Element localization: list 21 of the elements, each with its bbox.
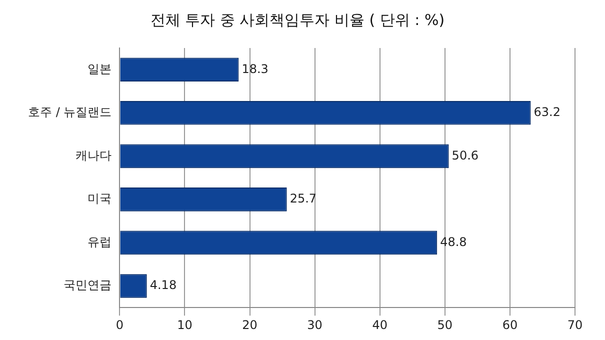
data-label: 18.3 (242, 62, 268, 76)
y-tick-label: 국민연금 (64, 278, 112, 292)
data-label: 4.18 (150, 278, 177, 292)
y-tick-label: 캐나다 (76, 148, 112, 162)
data-label: 63.2 (534, 105, 560, 120)
x-tick-label: 0 (116, 318, 124, 332)
x-tick-label: 30 (307, 318, 322, 332)
y-tick-label: 일본 (88, 62, 112, 76)
data-label: 25.7 (290, 192, 317, 206)
x-tick-label: 70 (567, 318, 583, 332)
x-tick-label: 40 (372, 318, 388, 332)
y-tick-label: 호주 / 뉴질랜드 (28, 105, 112, 120)
y-tick-label: 유럽 (88, 234, 112, 249)
x-tick-label: 60 (502, 318, 518, 332)
x-tick-label: 20 (242, 318, 258, 332)
data-label: 48.8 (440, 234, 467, 249)
x-tick-label: 10 (177, 318, 192, 332)
y-tick-label: 미국 (88, 192, 112, 206)
chart-title: 전체 투자 중 사회책임투자 비율 ( 단위 : %) (150, 10, 445, 29)
data-label: 50.6 (452, 148, 479, 162)
x-tick-label: 50 (437, 318, 453, 332)
